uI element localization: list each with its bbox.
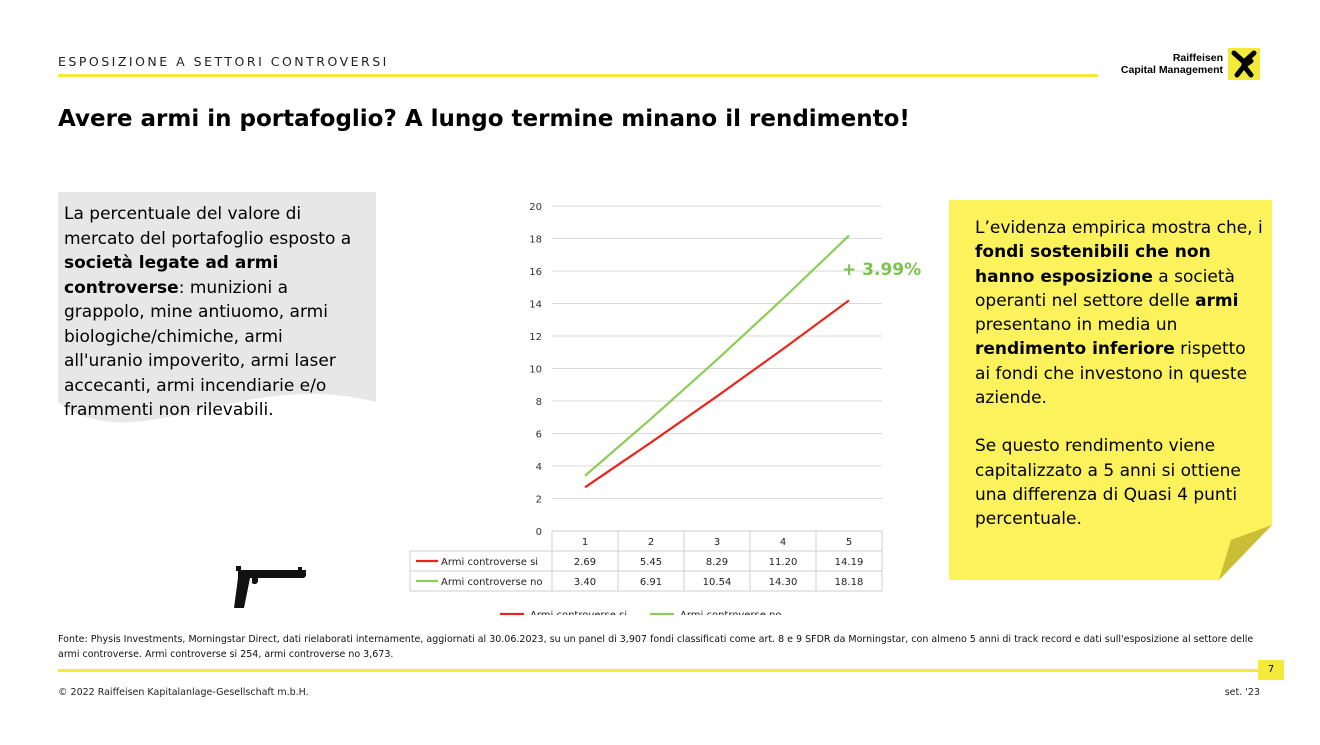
definition-emphasis: società legate ad armi controverse <box>64 253 279 298</box>
logo-text: Raiffeisen Capital Management <box>1121 52 1223 76</box>
series-line <box>584 299 850 489</box>
page-number: 7 <box>1258 660 1284 680</box>
y-tick-label: 6 <box>536 430 542 441</box>
date-label: set. '23 <box>1224 687 1260 698</box>
note-span-2: a società operanti nel settore delle <box>975 266 1235 311</box>
note-bold-1: fondi sostenibili che non hanno esposizi… <box>975 242 1211 287</box>
logo-line-1: Raiffeisen <box>1172 52 1223 64</box>
data-value-label: 10.54 <box>703 577 732 588</box>
data-value-label: 2.69 <box>574 557 596 568</box>
y-tick-label: 2 <box>536 495 542 506</box>
note-paragraph-2: Se questo rendimento viene capitalizzato… <box>975 436 1241 530</box>
table-series-name: Armi controverse no <box>441 577 543 588</box>
x-category-label: 2 <box>648 537 654 548</box>
definition-part-1: La percentuale del valore di mercato del… <box>64 204 352 249</box>
legend-label: Armi controverse si <box>530 610 627 615</box>
data-value-label: 5.45 <box>640 557 662 568</box>
copyright: © 2022 Raiffeisen Kapitalanlage-Gesellsc… <box>58 687 309 698</box>
section-title: ESPOSIZIONE A SETTORI CONTROVERSI <box>58 54 389 69</box>
footer-rule <box>58 669 1258 672</box>
gable-cross-icon <box>1228 48 1260 80</box>
data-value-label: 3.40 <box>574 577 596 588</box>
y-tick-label: 14 <box>529 300 542 311</box>
y-tick-label: 16 <box>529 267 542 278</box>
series-line <box>584 234 850 477</box>
raiffeisen-logo: Raiffeisen Capital Management <box>1108 48 1260 84</box>
page-title: Avere armi in portafoglio? A lungo termi… <box>58 106 910 132</box>
y-tick-label: 0 <box>536 527 542 538</box>
x-category-label: 4 <box>780 537 786 548</box>
note-text: L’evidenza empirica mostra che, i fondi … <box>975 216 1265 532</box>
x-category-label: 3 <box>714 537 720 548</box>
y-tick-label: 12 <box>529 332 542 343</box>
y-tick-label: 8 <box>536 397 542 408</box>
x-category-label: 5 <box>846 537 852 548</box>
note-paragraph-1: L’evidenza empirica mostra che, i fondi … <box>975 216 1265 410</box>
note-span-1: L’evidenza empirica mostra che, i <box>975 218 1263 238</box>
x-category-label: 1 <box>582 537 588 548</box>
difference-annotation: + 3.99% <box>842 260 922 280</box>
legend-label: Armi controverse no <box>680 610 782 615</box>
data-value-label: 14.19 <box>835 557 864 568</box>
y-tick-label: 10 <box>529 365 542 376</box>
source-note: Fonte: Physis Investments, Morningstar D… <box>58 634 1254 660</box>
y-tick-label: 4 <box>536 462 542 473</box>
data-value-label: 8.29 <box>706 557 728 568</box>
table-series-name: Armi controverse si <box>441 557 538 568</box>
sticky-note <box>949 200 1272 580</box>
y-tick-label: 20 <box>529 202 542 213</box>
logo-line-2: Capital Management <box>1120 64 1223 76</box>
note-span-3: presentano in media un <box>975 315 1178 336</box>
data-value-label: 6.91 <box>640 577 662 588</box>
definition-part-2: : munizioni a grappolo, mine antiuomo, a… <box>64 277 336 421</box>
note-bold-3: rendimento inferiore <box>975 339 1175 360</box>
definition-text: La percentuale del valore di mercato del… <box>64 202 364 423</box>
header-rule <box>58 74 1098 77</box>
y-tick-label: 18 <box>529 235 542 246</box>
data-value-label: 14.30 <box>769 577 798 588</box>
note-bold-2: armi <box>1195 290 1239 311</box>
data-value-label: 11.20 <box>769 557 798 568</box>
data-value-label: 18.18 <box>835 577 864 588</box>
note-span-4: rispetto ai fondi che investono in quest… <box>975 339 1248 409</box>
pistol-icon <box>234 566 306 608</box>
definition-panel <box>58 192 376 452</box>
